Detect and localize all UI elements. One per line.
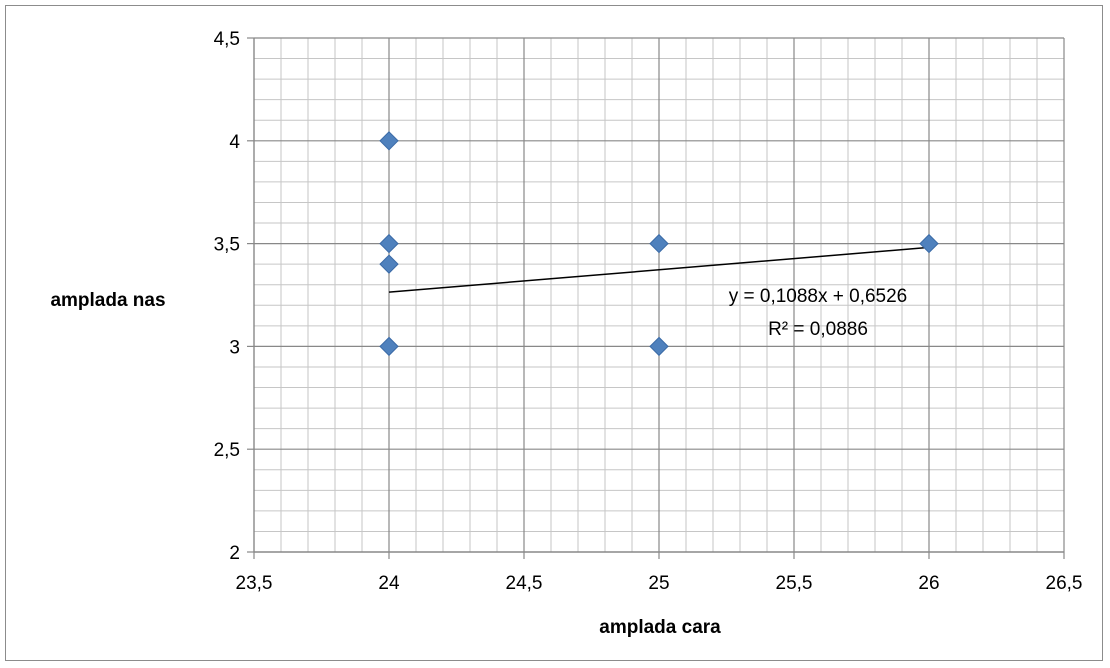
x-tick-label: 25	[648, 573, 669, 594]
trendline-equation: y = 0,1088x + 0,6526	[729, 286, 908, 307]
data-point-diamond	[379, 131, 399, 151]
y-axis-title: amplada nas	[50, 290, 165, 311]
y-tick-label: 2,5	[214, 440, 240, 461]
x-tick-label: 26	[918, 573, 939, 594]
major-gridlines	[254, 37, 1065, 552]
y-tick-label: 4	[229, 132, 240, 153]
x-axis-title: amplada cara	[599, 617, 721, 638]
axes	[247, 37, 1065, 559]
x-tick-label: 23,5	[236, 573, 273, 594]
y-tick-labels: 2 2,5 3 3,5 4 4,5	[214, 29, 241, 564]
data-point-diamond	[379, 233, 399, 254]
y-tick-label: 3,5	[214, 235, 240, 256]
data-point-diamond	[379, 254, 399, 274]
data-points	[379, 131, 939, 357]
y-tick-label: 2	[229, 543, 240, 564]
x-tick-labels: 23,5 24 24,5 25 25,5 26 26,5	[236, 573, 1083, 594]
x-tick-label: 24	[378, 573, 400, 594]
trendline	[388, 246, 930, 293]
data-point-diamond	[379, 336, 399, 357]
trendline-group	[388, 246, 930, 293]
data-point-diamond	[649, 233, 669, 254]
y-tick-label: 3	[229, 337, 240, 358]
x-tick-label: 26,5	[1046, 573, 1083, 594]
data-point-diamond	[649, 336, 669, 357]
y-tick-label: 4,5	[214, 29, 240, 50]
trendline-r-squared: R² = 0,0886	[768, 319, 868, 340]
x-tick-label: 25,5	[776, 573, 813, 594]
data-point-diamond	[919, 233, 939, 254]
x-tick-label: 24,5	[506, 573, 543, 594]
